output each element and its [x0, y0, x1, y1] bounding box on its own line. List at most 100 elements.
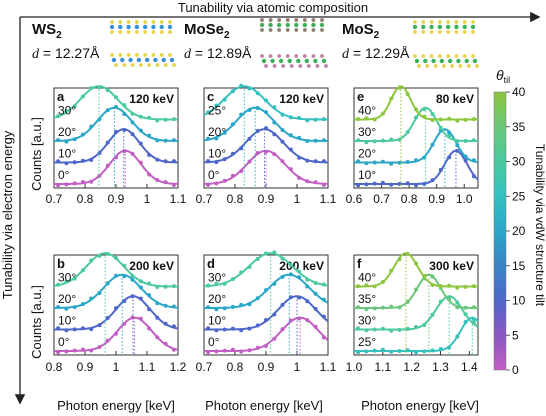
data-point	[206, 182, 211, 187]
data-point	[438, 117, 443, 122]
data-point	[105, 316, 110, 320]
atom	[151, 24, 156, 30]
data-point	[80, 302, 85, 306]
data-point	[405, 348, 410, 353]
series-angle-label: 35°	[358, 292, 376, 306]
atom	[458, 64, 463, 68]
material-mos2: MoS2 d = 12.29Å	[342, 21, 410, 62]
series-angle-label: 20°	[58, 292, 76, 306]
data-point	[288, 167, 293, 172]
atom	[302, 28, 307, 32]
data-point	[264, 110, 268, 115]
data-point	[380, 138, 385, 143]
atom	[437, 54, 442, 58]
atom	[466, 64, 471, 68]
data-point	[89, 124, 94, 129]
data-point	[297, 295, 302, 300]
x-tick-label: 0.7	[373, 192, 390, 206]
data-point	[321, 314, 326, 319]
data-point	[163, 117, 168, 122]
data-point	[214, 181, 219, 186]
data-point	[138, 285, 143, 290]
data-point	[389, 349, 394, 354]
data-point	[97, 117, 102, 122]
data-point	[430, 274, 435, 279]
atom	[277, 28, 282, 32]
atom	[311, 54, 316, 58]
series-angle-label: 0°	[58, 168, 70, 182]
data-point	[463, 154, 468, 159]
panel-energy-label: 300 keV	[429, 259, 474, 273]
data-point	[288, 133, 293, 138]
data-point	[138, 114, 143, 119]
data-point	[206, 350, 211, 355]
material-mose2: MoSe2 d = 12.89Å	[184, 21, 252, 62]
x-tick-label: 1.1	[320, 360, 337, 374]
data-point	[239, 146, 244, 151]
atom	[134, 20, 139, 24]
atom	[168, 53, 172, 57]
panel-energy-label: 200 keV	[279, 259, 324, 273]
data-point	[364, 116, 369, 121]
data-point	[272, 120, 277, 125]
data-point	[147, 172, 152, 177]
series-40°: 40°	[354, 85, 478, 188]
series-angle-label: 10°	[208, 314, 226, 328]
data-point	[255, 151, 260, 155]
series-0°: 0°	[54, 149, 179, 188]
atom	[445, 24, 451, 30]
data-point	[214, 307, 219, 312]
data-point	[471, 138, 476, 143]
data-point	[64, 349, 69, 354]
series-angle-label: 10°	[58, 314, 76, 328]
data-point	[272, 281, 277, 286]
data-point	[222, 348, 227, 353]
svg-text:MoS2: MoS2	[342, 21, 380, 41]
atom	[425, 64, 430, 68]
series-30°: 30°	[354, 106, 478, 188]
data-point	[463, 117, 468, 122]
data-point	[130, 277, 135, 282]
data-point	[163, 138, 168, 143]
series-angle-label: 10°	[58, 147, 76, 161]
data-point	[397, 305, 402, 310]
data-point	[247, 302, 252, 307]
data-point	[380, 279, 385, 284]
data-point	[405, 160, 410, 164]
data-point	[56, 282, 61, 287]
atom	[118, 30, 123, 34]
data-point	[122, 321, 127, 326]
atom	[151, 53, 156, 57]
data-point	[114, 331, 118, 336]
data-point	[122, 103, 127, 108]
data-point	[397, 349, 402, 353]
series-20°: 20°	[53, 273, 179, 355]
data-point	[214, 136, 219, 141]
series-angle-label: 25°	[208, 104, 226, 118]
atom	[169, 57, 175, 63]
panel-letter: f	[357, 256, 362, 271]
data-point	[239, 349, 244, 354]
panel-energy-label: 120 keV	[129, 92, 174, 106]
data-point	[447, 345, 452, 350]
series-25°: 25°	[203, 83, 328, 188]
series-angle-label: 40°	[358, 271, 376, 285]
svg-text:WS2: WS2	[32, 21, 62, 41]
data-point	[455, 118, 460, 123]
data-point	[114, 155, 118, 160]
data-point	[130, 132, 135, 137]
atom	[151, 20, 156, 24]
atom	[118, 24, 123, 30]
atom	[439, 58, 445, 64]
data-point	[130, 315, 135, 320]
data-point	[80, 94, 85, 99]
atom	[320, 18, 324, 22]
atom	[126, 24, 131, 30]
atom	[437, 30, 442, 34]
atom	[311, 22, 316, 28]
atom	[437, 24, 443, 30]
atom	[311, 18, 316, 22]
data-point	[64, 109, 69, 114]
atom	[134, 53, 139, 57]
data-point	[364, 283, 369, 288]
